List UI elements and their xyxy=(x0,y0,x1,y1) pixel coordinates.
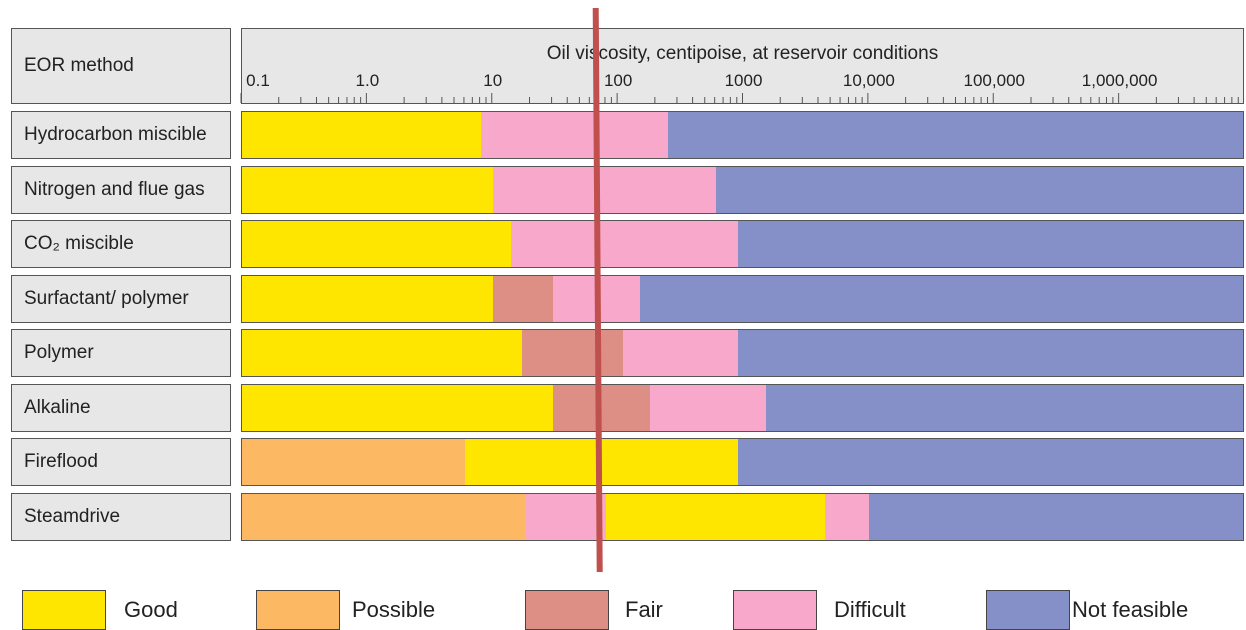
bar-segment-possible xyxy=(242,494,525,540)
bar-segment-difficult xyxy=(480,112,668,158)
method-label-box: CO₂ miscible xyxy=(11,220,231,268)
x-tick-label: 10,000 xyxy=(842,71,895,90)
bar-segment-difficult xyxy=(650,385,766,431)
method-label-box: Polymer xyxy=(11,329,231,377)
bar-segment-good xyxy=(242,385,553,431)
x-tick-label: 0.1 xyxy=(246,71,270,90)
method-label: Fireflood xyxy=(24,451,98,472)
bar-segment-good xyxy=(605,494,826,540)
method-bar xyxy=(241,493,1244,541)
bar-segment-good xyxy=(242,276,493,322)
method-label-box: Alkaline xyxy=(11,384,231,432)
legend-swatch xyxy=(986,590,1070,630)
method-label: Hydrocarbon miscible xyxy=(24,124,207,145)
method-label: CO₂ miscible xyxy=(24,233,134,254)
bar-segment-not-feasible xyxy=(868,494,1243,540)
method-bar xyxy=(241,220,1244,268)
x-tick-label: 100,000 xyxy=(963,71,1025,90)
method-label-box: Surfactant/ polymer xyxy=(11,275,231,323)
bar-segment-difficult xyxy=(524,494,606,540)
legend-label: Possible xyxy=(352,597,436,622)
x-axis-title: Oil viscosity, centipoise, at reservoir … xyxy=(546,43,939,64)
method-label-box: Fireflood xyxy=(11,438,231,486)
method-label: Surfactant/ polymer xyxy=(24,288,189,309)
legend-swatch xyxy=(22,590,106,630)
method-label: Alkaline xyxy=(24,397,91,418)
bar-segment-good xyxy=(242,112,481,158)
bar-segment-fair xyxy=(521,330,624,376)
header-label: EOR method xyxy=(24,55,134,76)
bar-segment-difficult xyxy=(825,494,869,540)
method-label: Steamdrive xyxy=(24,506,121,527)
legend-label: Difficult xyxy=(834,597,906,622)
bar-segment-good xyxy=(242,330,522,376)
bar-segment-difficult xyxy=(623,330,738,376)
annotation-vertical-line xyxy=(592,7,603,573)
axis-header: Oil viscosity, centipoise, at reservoir … xyxy=(241,28,1244,104)
method-label-box: Steamdrive xyxy=(11,493,231,541)
bar-segment-possible xyxy=(242,439,465,485)
method-bar xyxy=(241,438,1244,486)
x-tick-label: 1,000,000 xyxy=(1081,71,1158,90)
x-tick-label: 100 xyxy=(603,71,633,90)
method-label: Nitrogen and flue gas xyxy=(24,179,205,200)
bar-segment-good xyxy=(242,167,493,213)
method-bar xyxy=(241,275,1244,323)
method-bar xyxy=(241,166,1244,214)
method-label: Polymer xyxy=(24,342,94,363)
legend-label: Fair xyxy=(625,597,663,622)
bar-segment-difficult xyxy=(511,221,738,267)
method-bar xyxy=(241,329,1244,377)
bar-segment-difficult xyxy=(492,167,716,213)
bar-segment-not-feasible xyxy=(765,385,1243,431)
method-label-box: Nitrogen and flue gas xyxy=(11,166,231,214)
bar-segment-fair xyxy=(492,276,553,322)
legend-label: Good xyxy=(124,597,178,622)
legend-label: Not feasible xyxy=(1072,597,1189,622)
bar-segment-not-feasible xyxy=(737,439,1243,485)
bar-segment-good xyxy=(242,221,512,267)
x-tick-label: 1000 xyxy=(724,71,763,90)
bar-segment-not-feasible xyxy=(668,112,1243,158)
x-tick-label: 1.0 xyxy=(355,71,380,90)
bar-segment-not-feasible xyxy=(737,330,1243,376)
header-label-box: EOR method xyxy=(11,28,231,104)
method-bar xyxy=(241,111,1244,159)
bar-segment-not-feasible xyxy=(715,167,1243,213)
method-bar xyxy=(241,384,1244,432)
bar-segment-not-feasible xyxy=(640,276,1243,322)
legend-swatch xyxy=(525,590,609,630)
bar-segment-not-feasible xyxy=(737,221,1243,267)
method-label-box: Hydrocarbon miscible xyxy=(11,111,231,159)
x-tick-label: 10 xyxy=(483,71,503,90)
